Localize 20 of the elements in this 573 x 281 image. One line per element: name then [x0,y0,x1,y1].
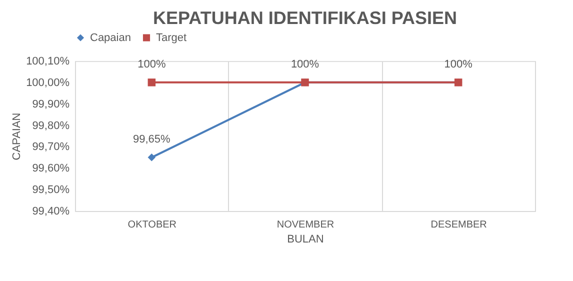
x-tick-label: DESEMBER [430,220,487,230]
y-tick-label: 100,10% [26,56,70,68]
y-tick-label: 100,00% [26,76,70,89]
x-tick-label: NOVEMBER [276,220,334,230]
data-label: 100% [290,58,320,70]
data-label: 100% [138,58,166,70]
y-tick-label: 99,80% [32,120,70,132]
data-label: 100% [444,58,473,70]
y-tick-label: 99,40% [32,206,70,218]
x-tick-label: OKTOBER [128,220,177,230]
y-tick-label: 99,60% [32,162,70,175]
y-tick-label: 99,50% [32,184,70,196]
x-axis-title: BULAN [287,234,324,246]
y-tick-label: 99,70% [32,141,70,154]
data-label: 99,65% [133,133,171,146]
legend-label: Target [156,32,187,44]
y-tick-label: 99,90% [32,98,70,110]
y-axis-title: CAPAIAN [11,112,24,160]
legend-label: Capaian [90,32,131,44]
chart-title: KEPATUHAN IDENTIFIKASI PASIEN [152,8,458,28]
